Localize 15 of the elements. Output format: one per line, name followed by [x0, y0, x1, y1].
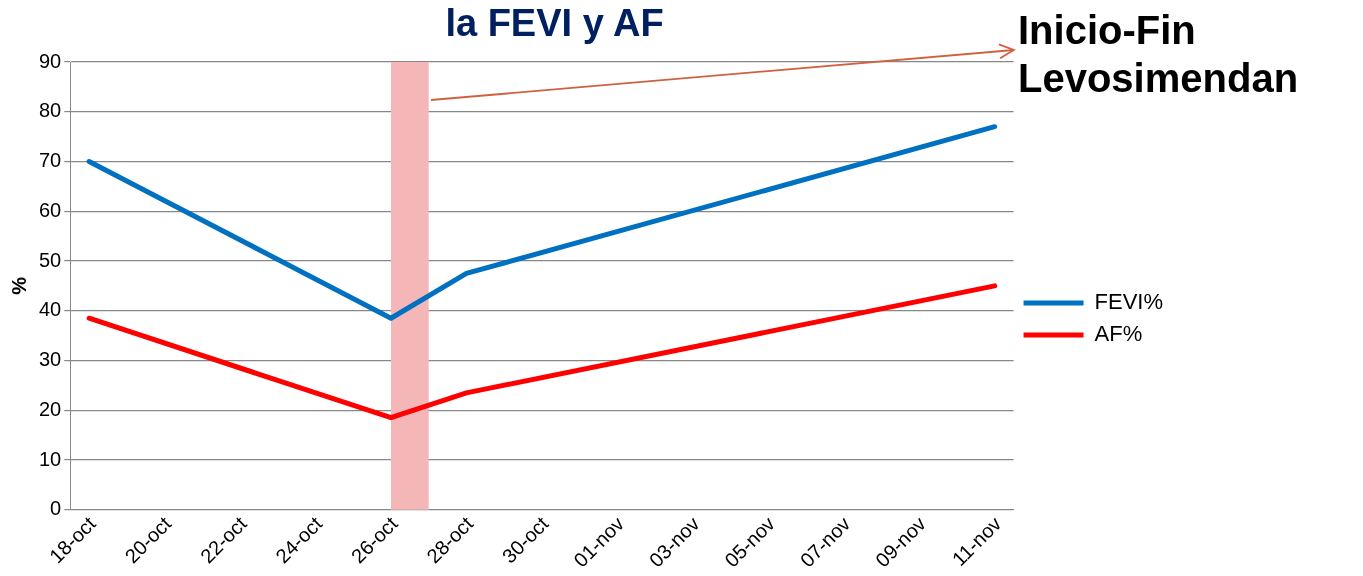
- y-tick-label: 10: [39, 447, 62, 470]
- y-tick-label: 30: [39, 348, 62, 371]
- y-tick-label: 60: [39, 198, 62, 221]
- band-label: Inicio-Fin Levosimendan: [1018, 7, 1299, 102]
- y-tick-label: 50: [39, 248, 62, 271]
- y-tick-label: 20: [39, 397, 62, 420]
- y-tick-label: 40: [39, 298, 62, 321]
- y-tick-label: 90: [39, 49, 62, 72]
- y-axis-title: %: [7, 276, 30, 295]
- y-tick-label: 0: [50, 497, 62, 520]
- y-tick-label: 70: [39, 149, 62, 172]
- chart-title: la FEVI y AF: [444, 2, 665, 45]
- legend-label: FEVI%: [1094, 289, 1164, 315]
- y-tick-label: 80: [39, 99, 62, 122]
- legend-label: AF%: [1094, 321, 1143, 347]
